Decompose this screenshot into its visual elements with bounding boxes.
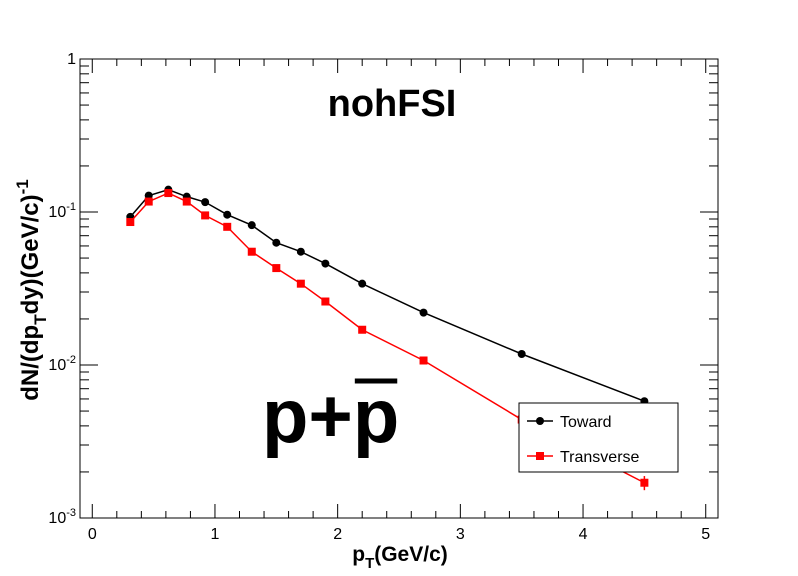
data-point <box>201 211 210 220</box>
data-point <box>272 264 281 273</box>
data-point <box>419 356 428 365</box>
data-point <box>272 238 281 247</box>
chart-title: nohFSI <box>328 83 457 125</box>
y-tick-exponent: -1 <box>66 201 76 213</box>
legend-label-toward: Toward <box>560 414 612 431</box>
data-point <box>201 198 210 207</box>
x-axis-label: pT(GeV/c) <box>352 543 448 572</box>
particle-annotation: p+p <box>262 374 399 459</box>
legend-marker-toward <box>536 417 544 425</box>
data-point <box>126 218 135 227</box>
data-point <box>358 325 367 334</box>
data-point <box>358 279 367 288</box>
series-transverse <box>126 189 649 491</box>
annotation-base: p+ <box>262 374 353 459</box>
legend-box <box>518 402 679 473</box>
y-tick-label: 1 <box>67 51 76 68</box>
y-tick-label: 10-3 <box>48 507 76 527</box>
x-tick-label: 4 <box>579 526 588 543</box>
y-tick-exponent: -2 <box>66 354 76 366</box>
annotation-overline-text: p <box>353 374 399 459</box>
legend: Toward Transverse <box>518 402 679 473</box>
y-label-sub: T <box>31 314 50 325</box>
data-point <box>419 308 428 317</box>
x-tick-label: 2 <box>333 526 342 543</box>
data-point <box>321 297 330 306</box>
x-tick-label: 3 <box>456 526 465 543</box>
y-tick-labels: 10-310-210-11 <box>48 51 76 527</box>
data-point <box>247 221 256 230</box>
data-point <box>144 197 153 206</box>
x-label-base: p <box>352 543 365 566</box>
y-tick-base: 10 <box>48 357 66 374</box>
x-tick-label: 0 <box>88 526 97 543</box>
data-point <box>223 210 232 219</box>
y-label-part2: dy)(GeV/c) <box>17 194 44 314</box>
legend-label-transverse: Transverse <box>560 449 640 466</box>
x-tick-labels: 0 1 2 3 4 5 <box>88 526 710 543</box>
y-tick-label: 10-1 <box>48 201 76 221</box>
y-axis-label: dN/(dpTdy)(GeV/c)-1 <box>13 179 50 401</box>
data-point <box>640 478 649 487</box>
y-label-part1: dN/(dp <box>17 325 44 401</box>
x-tick-label: 1 <box>211 526 220 543</box>
plot-frame <box>79 58 719 519</box>
data-point <box>321 259 330 268</box>
data-point <box>296 279 305 288</box>
series-line-toward <box>129 188 645 402</box>
data-point <box>164 189 173 198</box>
x-label-sub: T <box>365 555 374 572</box>
axis-ticks <box>80 58 718 519</box>
data-point <box>182 197 191 206</box>
y-tick-base: 10 <box>48 204 66 221</box>
y-tick-base: 10 <box>48 510 66 527</box>
data-point <box>223 222 232 231</box>
data-point <box>296 247 305 256</box>
y-tick-label: 10-2 <box>48 354 76 374</box>
y-label-sup: -1 <box>13 179 32 194</box>
y-tick-base: 1 <box>67 51 76 68</box>
data-point <box>517 350 526 359</box>
legend-marker-transverse <box>536 452 544 460</box>
data-point <box>247 247 256 256</box>
x-label-tail: (GeV/c) <box>374 543 448 566</box>
series-layer <box>126 185 649 491</box>
x-tick-label: 5 <box>701 526 710 543</box>
y-tick-exponent: -3 <box>66 507 76 519</box>
svg-text:p+p: p+p <box>262 374 399 459</box>
